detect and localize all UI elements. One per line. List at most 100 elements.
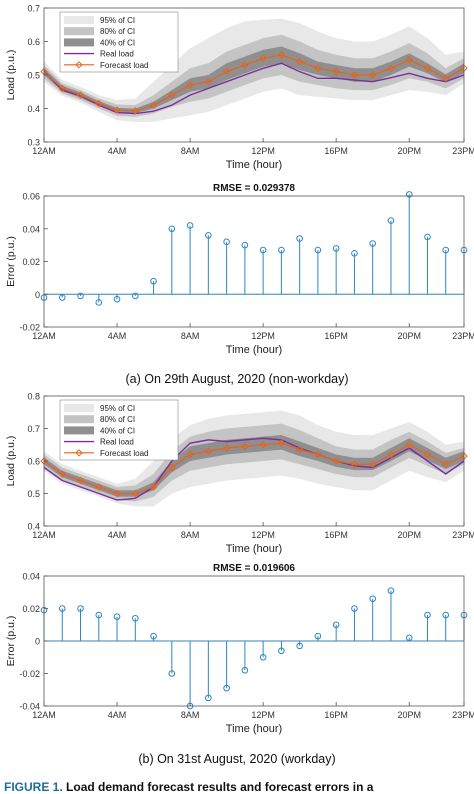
forecast-point [186,81,194,89]
legend-label: 40% of CI [100,426,135,435]
forecast-point [350,71,359,79]
error-point [369,595,376,603]
legend-swatch [64,38,94,47]
real-load-line [43,437,465,501]
x-tick-label: 16PM [324,331,348,341]
forecast-point [76,476,85,485]
error-point [351,250,358,257]
error-point [314,632,322,640]
error-point [58,294,66,301]
forecast-point [241,61,249,69]
x-tick-label: 12PM [251,146,275,156]
error-point [186,222,194,229]
error-point [278,647,285,655]
y-tick-label: 0.04 [22,224,40,234]
legend-label: 95% of CI [100,404,135,413]
chart-title: RMSE = 0.029378 [213,183,295,194]
chart-title: RMSE = 0.019606 [213,563,295,574]
error-point [205,694,212,702]
legend-label: 80% of CI [100,27,135,36]
x-tick-label: 23PM [452,710,474,720]
x-tick-label: 20PM [397,146,421,156]
error-point [259,246,267,254]
y-tick-label: 0 [35,290,40,300]
load-forecast-chart-a: 0.3 0.4 0.5 0.6 0.7 12AM 4AM 8AM 12PM 16PM 20PM 23P… [5,4,474,172]
forecast-load-line [43,442,465,495]
x-tick-label: 4AM [108,146,127,156]
x-tick-label: 12AM [32,331,56,341]
legend-label: Forecast load [100,61,148,70]
error-point [351,605,358,612]
error-point [168,670,176,677]
y-tick-label: -0.02 [19,323,40,333]
error-point [95,611,103,619]
error-point [77,292,84,300]
error-point [241,241,249,249]
x-tick-label: 4AM [108,530,127,540]
legend-swatch [64,426,94,435]
forecast-point [113,106,121,114]
real-load-line [43,62,465,115]
legend-swatch [64,415,94,424]
y-axis-label: Load (p.u.) [5,436,17,487]
x-tick-label: 20PM [397,710,421,720]
forecast-point [204,77,213,86]
x-tick-label: 8AM [181,331,200,341]
x-tick-label: 23PM [452,331,474,341]
y-tick-label: 0.6 [27,457,40,467]
error-point [369,240,376,247]
x-axis-label: Time (hour) [226,543,282,555]
forecast-point [168,91,176,99]
error-point [387,587,395,594]
forecast-point [314,64,322,73]
x-tick-label: 12PM [251,710,275,720]
legend-label: Real load [100,50,134,59]
forecast-point [204,447,213,455]
error-point [424,611,431,619]
y-tick-label: 0.02 [22,604,40,614]
forecast-point [131,489,140,498]
forecast-point [131,107,140,115]
figure-text: Load demand forecast results and forecas… [66,780,374,794]
forecast-point [95,99,103,108]
y-tick-label: 0.6 [27,37,40,47]
y-tick-label: 0.3 [27,138,40,148]
forecast-point [332,67,340,76]
y-tick-label: 0.4 [27,104,40,114]
legend-marker [75,449,83,457]
y-axis-label: Load (p.u.) [5,50,17,101]
forecast-point [222,444,231,452]
forecast-point [58,84,66,93]
legend-marker [75,61,83,69]
forecast-point [295,445,304,454]
x-tick-label: 8AM [181,146,200,156]
y-tick-label: 0.02 [22,257,40,267]
forecast-point [314,450,322,459]
error-point [442,611,450,619]
error-point [132,292,139,300]
error-point [278,246,285,254]
x-tick-label: 8AM [181,710,200,720]
forecast-point [95,483,103,491]
forecast-point [442,74,450,83]
error-point [332,621,340,629]
forecast-point [332,457,340,465]
x-axis-label: Time (hour) [226,723,282,735]
caption-a: (a) On 29th August, 2020 (non-workday) [125,372,349,386]
x-axis-label: Time (hour) [226,159,282,171]
x-axis-label: Time (hour) [226,344,282,356]
error-point [424,233,431,241]
x-tick-label: 12AM [32,710,56,720]
y-tick-label: -0.02 [19,669,40,679]
x-tick-label: 4AM [108,710,127,720]
legend-swatch [64,404,94,412]
legend-swatch [64,27,94,36]
caption-b: (b) On 31st August, 2020 (workday) [138,752,336,766]
x-tick-label: 20PM [397,530,421,540]
error-point [387,217,395,224]
error-point [223,684,230,692]
forecast-point [241,442,249,451]
error-point [150,632,157,640]
x-tick-label: 8AM [181,530,200,540]
y-axis-label: Error (p.u.) [5,616,17,667]
